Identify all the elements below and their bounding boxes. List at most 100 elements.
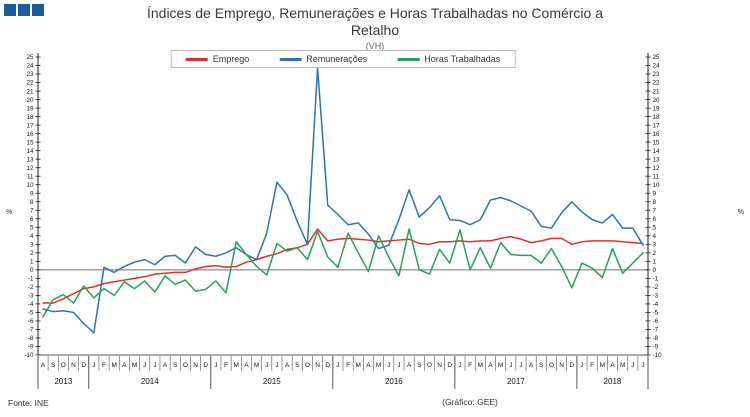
svg-text:13: 13 [653,156,661,163]
svg-text:19: 19 [653,105,661,112]
svg-text:J: J [92,362,95,369]
svg-text:-7: -7 [653,327,659,334]
svg-text:-3: -3 [653,293,659,300]
series-line-horas-trabalhadas [42,228,644,318]
svg-text:2016: 2016 [385,377,403,386]
svg-text:J: J [153,362,156,369]
svg-text:N: N [71,362,76,369]
svg-text:M: M [620,362,625,369]
svg-text:3: 3 [653,242,657,249]
svg-text:-1: -1 [653,276,659,283]
svg-text:4: 4 [653,233,657,240]
svg-text:S: S [417,362,422,369]
svg-text:2: 2 [653,250,657,257]
svg-text:N: N [315,362,320,369]
series-line-emprego [42,228,644,304]
svg-text:J: J [143,362,146,369]
svg-text:M: M [498,362,503,369]
svg-text:A: A [41,362,46,369]
svg-text:7: 7 [653,207,657,214]
svg-text:16: 16 [26,131,34,138]
svg-text:M: M [132,362,137,369]
svg-text:J: J [275,362,278,369]
svg-text:15: 15 [26,139,34,146]
svg-text:12: 12 [26,165,34,172]
svg-text:%: % [738,209,744,216]
svg-text:J: J [397,362,400,369]
svg-text:F: F [590,362,594,369]
svg-text:N: N [437,362,442,369]
legend-swatch [185,57,208,61]
svg-text:-8: -8 [28,335,34,342]
svg-text:N: N [193,362,198,369]
svg-text:-3: -3 [28,293,34,300]
svg-text:0: 0 [30,267,34,274]
legend-item-emprego: Emprego [185,54,250,64]
svg-text:2015: 2015 [263,377,281,386]
svg-text:S: S [173,362,178,369]
credit-note: (Gráfico: GEE) [442,397,498,407]
svg-text:-4: -4 [28,301,34,308]
svg-text:11: 11 [653,173,660,180]
svg-text:9: 9 [30,190,34,197]
svg-text:2014: 2014 [141,377,159,386]
svg-text:A: A [610,362,615,369]
svg-text:S: S [51,362,56,369]
svg-text:19: 19 [26,105,34,112]
svg-text:O: O [427,362,432,369]
svg-text:D: D [81,362,86,369]
svg-text:22: 22 [26,80,34,87]
svg-text:11: 11 [27,173,34,180]
svg-text:-9: -9 [28,344,34,351]
svg-text:A: A [366,362,371,369]
svg-text:-10: -10 [653,352,663,359]
svg-text:3: 3 [30,242,34,249]
svg-text:M: M [254,362,259,369]
svg-text:D: D [569,362,574,369]
svg-text:A: A [407,362,412,369]
svg-text:-9: -9 [653,344,659,351]
legend-label: Emprego [212,54,250,64]
svg-text:20: 20 [26,97,34,104]
svg-text:10: 10 [653,182,661,189]
logo-square [18,4,30,16]
svg-text:J: J [641,362,644,369]
svg-text:D: D [447,362,452,369]
source-note: Fonte: INE [8,398,49,408]
svg-text:21: 21 [653,88,661,95]
legend-swatch [279,57,302,61]
svg-text:-2: -2 [653,284,659,291]
svg-text:D: D [325,362,330,369]
svg-text:J: J [458,362,461,369]
svg-text:23: 23 [653,71,661,78]
svg-text:M: M [376,362,381,369]
svg-text:O: O [305,362,310,369]
svg-text:J: J [214,362,217,369]
legend-item-horas-trabalhadas: Horas Trabalhadas [397,54,500,64]
svg-text:17: 17 [653,122,661,129]
svg-text:-10: -10 [24,352,34,359]
svg-text:O: O [183,362,188,369]
svg-text:20: 20 [653,97,661,104]
svg-text:O: O [549,362,554,369]
svg-text:S: S [539,362,544,369]
svg-text:S: S [295,362,300,369]
svg-text:%: % [6,209,12,216]
svg-text:23: 23 [26,71,34,78]
svg-text:2: 2 [30,250,34,257]
svg-text:1: 1 [30,259,34,266]
svg-text:10: 10 [26,182,34,189]
svg-text:J: J [265,362,268,369]
svg-text:2017: 2017 [507,377,525,386]
svg-text:F: F [224,362,228,369]
svg-text:D: D [203,362,208,369]
svg-text:1: 1 [653,259,657,266]
chart-title-line2: Retalho [350,22,400,38]
svg-text:2013: 2013 [54,377,72,386]
svg-text:7: 7 [30,207,34,214]
svg-text:A: A [285,362,290,369]
svg-text:-2: -2 [28,284,34,291]
svg-text:9: 9 [653,190,657,197]
svg-text:14: 14 [653,148,661,155]
